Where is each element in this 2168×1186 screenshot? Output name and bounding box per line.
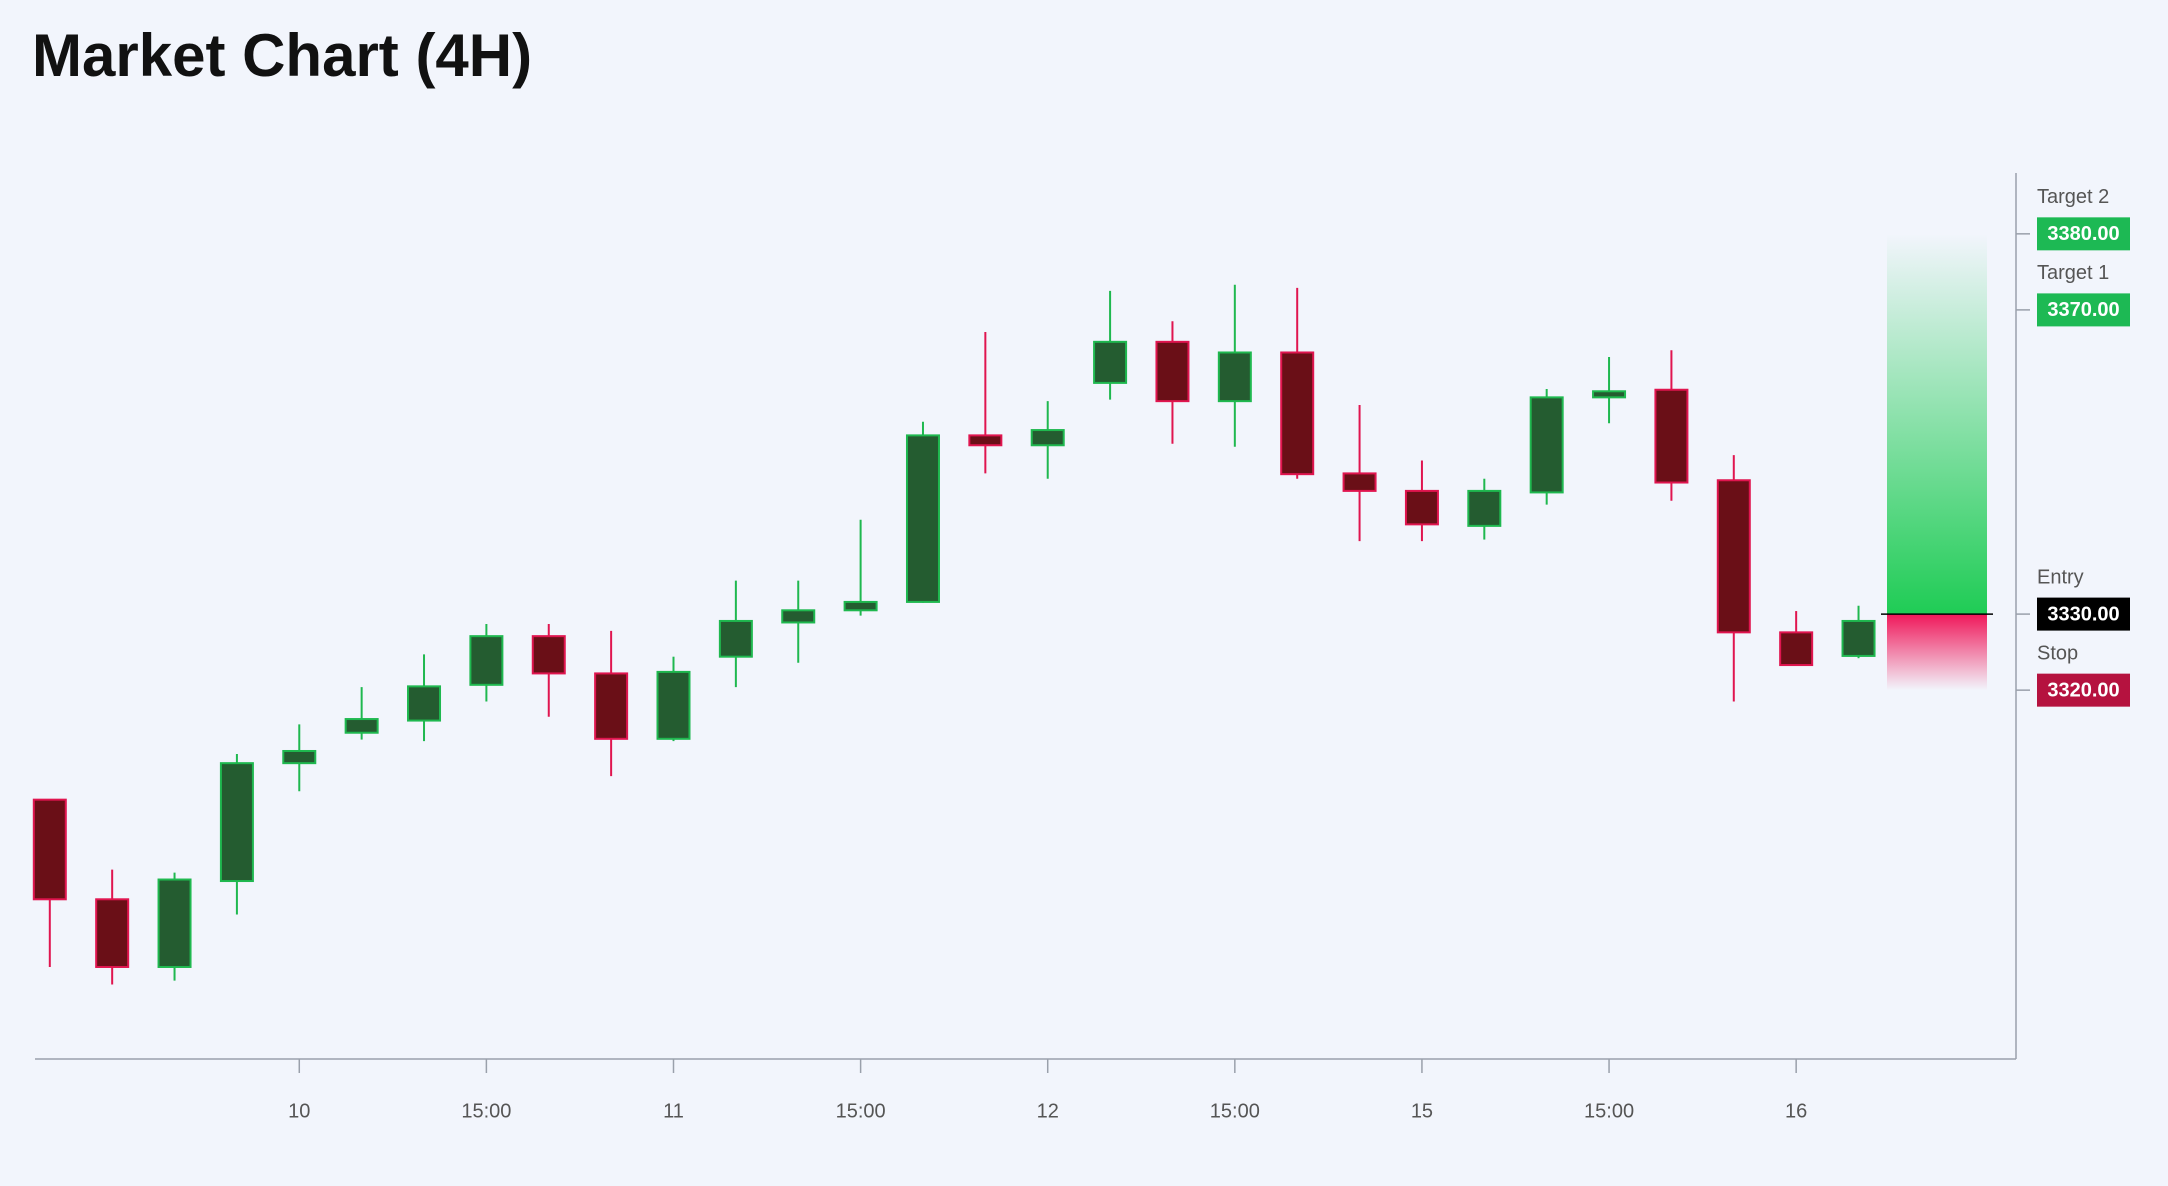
candle-body: [407, 685, 442, 722]
level-box: [2037, 597, 2130, 631]
target-zone: [1887, 233, 1987, 615]
candle-body: [656, 670, 691, 740]
candle-body: [157, 878, 192, 968]
level-name: Entry: [2037, 566, 2084, 588]
x-tick-label: 12: [1037, 1100, 1059, 1122]
candle-body: [344, 718, 379, 734]
candle-body: [95, 898, 130, 968]
candle-body: [1529, 396, 1564, 494]
level-name: Stop: [2037, 642, 2078, 664]
stop-zone: [1887, 614, 1987, 691]
candle-body: [1841, 619, 1876, 657]
candle-body: [469, 635, 504, 686]
x-tick-label: 11: [663, 1100, 684, 1122]
x-tick-label: 15: [1411, 1100, 1433, 1122]
x-tick-label: 10: [288, 1100, 310, 1122]
candle-body: [1467, 489, 1502, 527]
candle-body: [1592, 390, 1627, 399]
candle-body: [1030, 429, 1065, 447]
candle-body: [1779, 631, 1814, 667]
level-price: 3380.00: [2047, 223, 2119, 245]
candle-body: [905, 434, 940, 603]
x-tick-label: 15:00: [1210, 1100, 1260, 1122]
candle-body: [531, 635, 566, 675]
chart-title: Market Chart (4H): [32, 22, 532, 89]
candle-body: [1342, 472, 1377, 492]
x-tick-label: 15:00: [1584, 1100, 1634, 1122]
level-box: [2037, 217, 2130, 251]
candle-body: [1155, 340, 1190, 403]
level-box: [2037, 293, 2130, 327]
candle-body: [219, 762, 254, 883]
level-box: [2037, 673, 2130, 707]
level-price: 3370.00: [2047, 299, 2119, 321]
candle-body: [968, 434, 1003, 447]
level-name: Target 2: [2037, 186, 2109, 208]
x-tick-label: 16: [1785, 1100, 1807, 1122]
candle-body: [1654, 388, 1689, 484]
candle-body: [718, 619, 753, 658]
level-price: 3330.00: [2047, 603, 2119, 625]
level-name: Target 1: [2037, 262, 2109, 284]
x-tick-label: 15:00: [836, 1100, 886, 1122]
candle-body: [282, 749, 317, 765]
candle-body: [1217, 351, 1252, 403]
candle-body: [1404, 489, 1439, 526]
candle-body: [32, 798, 67, 901]
candle-body: [1716, 479, 1751, 634]
candle-body: [781, 609, 816, 624]
candle-body: [1093, 340, 1128, 384]
candle-body: [594, 672, 629, 740]
candle-body: [1280, 351, 1315, 476]
level-price: 3320.00: [2047, 679, 2119, 701]
candle-body: [843, 600, 878, 612]
x-tick-label: 15:00: [461, 1100, 511, 1122]
